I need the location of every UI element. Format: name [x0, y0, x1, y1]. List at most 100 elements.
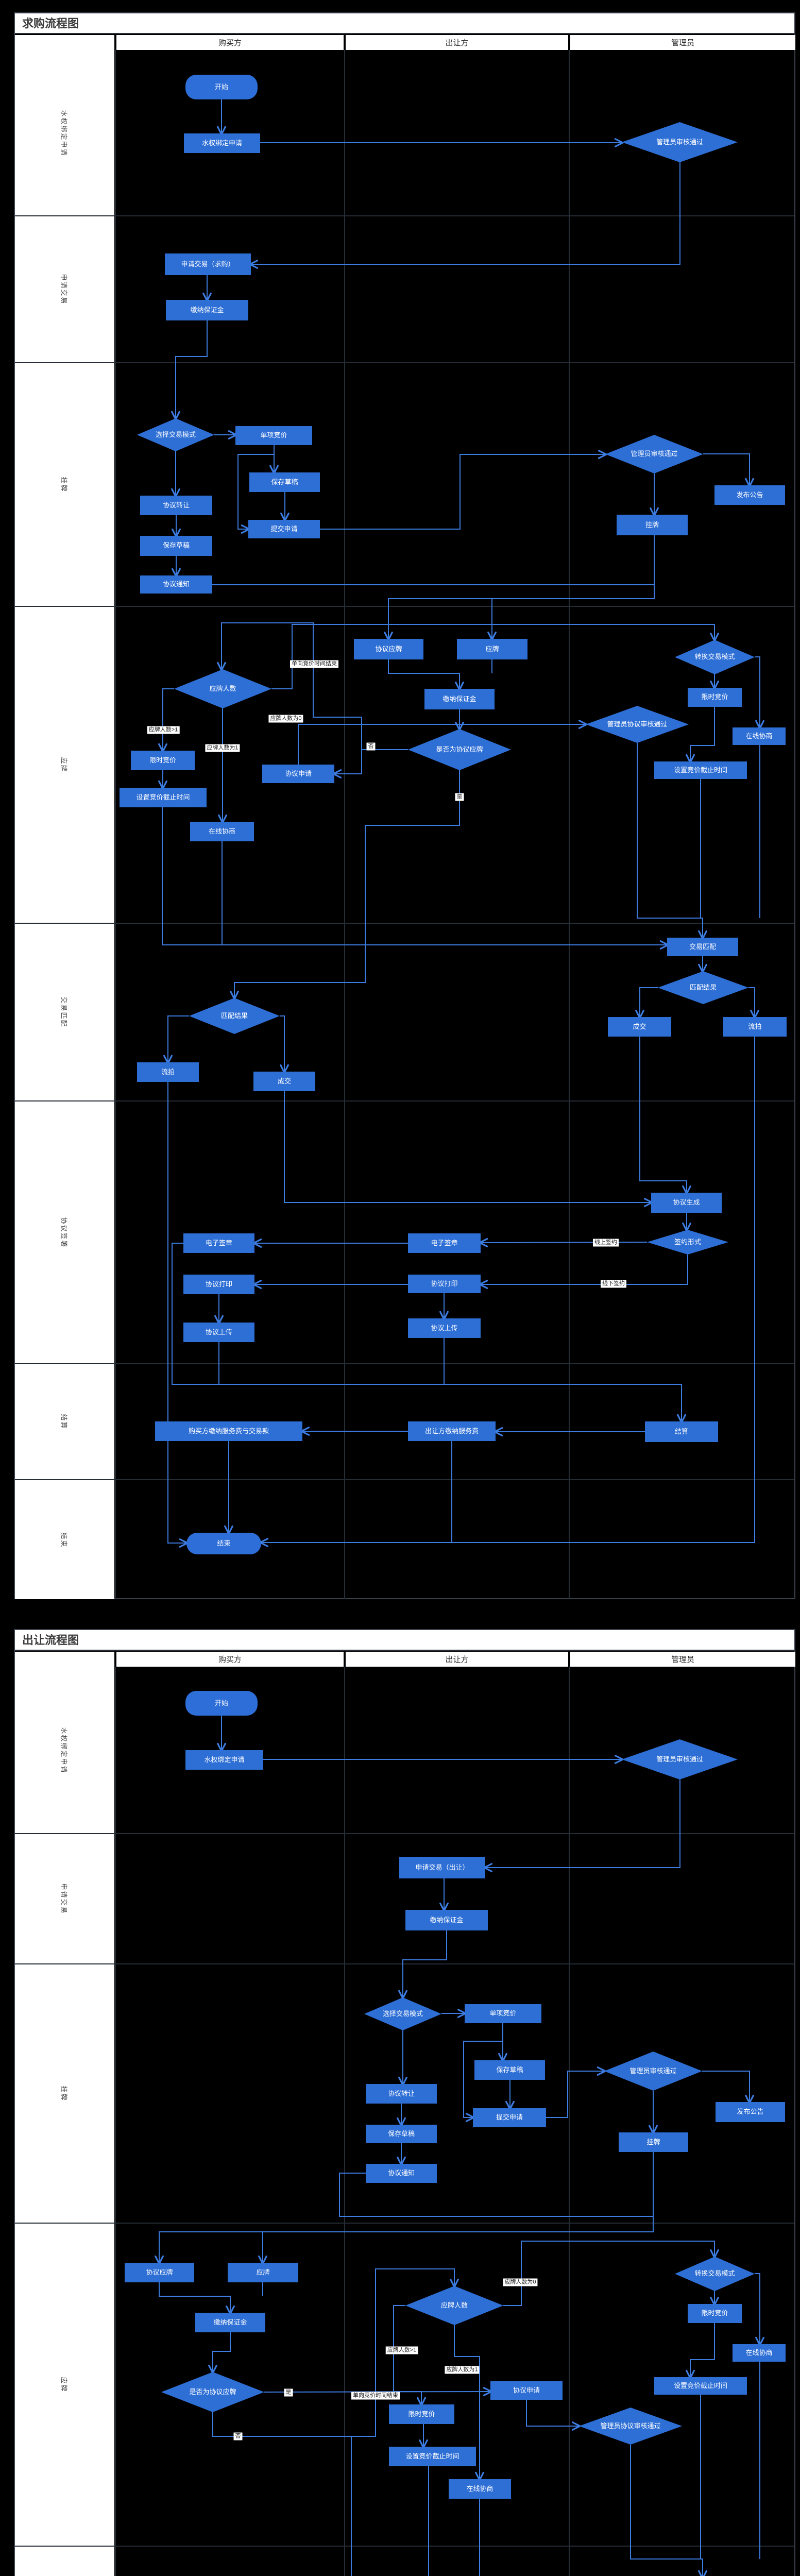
- qiugou-node-respond: 应牌: [457, 639, 527, 659]
- node-label: 选择交易模式: [382, 2009, 423, 2018]
- node-label: 应牌人数: [209, 684, 236, 692]
- node-label: 应牌: [485, 645, 499, 653]
- churang-node-negotiate-l: 在线协商: [449, 2479, 511, 2499]
- node-label: 申请交易（求购）: [181, 260, 235, 268]
- lane-divider: [15, 1363, 794, 1364]
- churang-node-single-bid: 单项竞价: [465, 2004, 541, 2023]
- node-label: 在线协商: [745, 2348, 773, 2357]
- node-label: 缴纳保证金: [430, 1916, 464, 1924]
- node-label: 协议通知: [387, 2169, 415, 2177]
- qiugou-flowchart: 求购流程图 购买方 出让方 管理员 水权绑定申请 申请交易 挂牌 应牌 交易匹配 协议签署 结算 结束…: [14, 12, 795, 1599]
- qiugou-node-negotiate-l: 在线协商: [190, 822, 254, 841]
- flow-edge: [234, 770, 460, 998]
- node-label: 电子签章: [431, 1239, 458, 1247]
- lane-divider: [15, 1100, 794, 1101]
- node-label: 协议转让: [387, 2089, 415, 2097]
- node-label: 限时竞价: [149, 756, 176, 764]
- column-header-出让方: 出让方: [346, 1652, 568, 1667]
- column-divider: [344, 1667, 345, 2576]
- node-label: 成交: [277, 1077, 291, 1085]
- node-label: 协议上传: [205, 1328, 232, 1336]
- churang-title: 出让流程图: [15, 1630, 794, 1651]
- qiugou-node-water-right-bind: 水权绑定申请: [184, 133, 260, 153]
- node-label: 管理员协议审核通过: [607, 720, 668, 728]
- churang-node-save-draft-l: 保存草稿: [366, 2125, 437, 2143]
- flow-edge: [503, 2241, 714, 2306]
- node-label: 流拍: [161, 1067, 175, 1076]
- edge-label-应牌人数>1: 应牌人数>1: [385, 2346, 418, 2354]
- flow-edge: [320, 454, 605, 530]
- qiugou-node-save-draft-r: 保存草稿: [249, 472, 320, 492]
- flow-edge: [212, 2268, 454, 2437]
- node-label: 提交申请: [270, 524, 298, 533]
- flow-edge: [271, 624, 714, 689]
- lane-divider: [15, 1479, 794, 1480]
- node-label: 在线协商: [208, 827, 235, 835]
- node-label: 出让方缴纳服务费: [424, 1427, 479, 1435]
- flow-edge: [454, 2325, 480, 2479]
- flow-edge: [222, 622, 362, 750]
- flow-edge: [162, 807, 667, 945]
- qiugou-node-deal-r: 成交: [608, 1017, 671, 1037]
- qiugou-node-deal-l: 成交: [253, 1072, 315, 1091]
- edge-label-否: 否: [233, 2432, 243, 2441]
- node-label: 缴纳保证金: [190, 306, 224, 314]
- flow-edge: [546, 2071, 604, 2118]
- flow-edge: [159, 2152, 654, 2263]
- churang-node-proto-apply: 协议申请: [490, 2381, 563, 2400]
- edge-label-是: 是: [455, 793, 464, 801]
- flow-edge: [280, 1015, 284, 1072]
- lane-label-column: [15, 1667, 114, 2576]
- edge-label-应牌人数为1: 应牌人数为1: [205, 744, 240, 752]
- qiugou-node-trade-match: 交易匹配: [667, 938, 738, 956]
- flow-edge: [388, 659, 459, 689]
- node-label: 设置竞价截止时间: [405, 2452, 459, 2460]
- qiugou-node-esign-buyer: 电子签章: [183, 1233, 254, 1253]
- flow-edge: [690, 707, 715, 761]
- churang-node-start: 开始: [185, 1691, 258, 1716]
- node-label: 协议通知: [162, 580, 190, 588]
- qiugou-node-single-bid: 单项竞价: [235, 426, 312, 445]
- node-label: 流拍: [748, 1022, 762, 1030]
- node-label: 匹配结果: [220, 1011, 248, 1020]
- churang-node-set-deadline-r: 设置竞价截止时间: [654, 2377, 747, 2395]
- churang-node-water-right-bind: 水权绑定申请: [185, 1750, 263, 1770]
- node-label: 设置竞价截止时间: [673, 2381, 727, 2389]
- flow-edge: [403, 1930, 447, 1997]
- node-label: 协议打印: [431, 1279, 458, 1287]
- qiugou-node-seller-pay: 出让方缴纳服务费: [408, 1421, 496, 1441]
- flow-edge: [690, 2323, 715, 2377]
- lane-divider: [15, 1963, 794, 1964]
- node-label: 应牌人数: [440, 2301, 468, 2309]
- node-label: 在线协商: [745, 732, 773, 740]
- qiugou-node-proto-apply: 协议申请: [262, 765, 334, 783]
- node-label: 结算: [674, 1427, 688, 1435]
- node-label: 协议应牌: [146, 2268, 173, 2276]
- qiugou-title: 求购流程图: [15, 13, 794, 34]
- churang-node-timed-bid-l: 限时竞价: [389, 2404, 454, 2424]
- node-label: 应牌: [256, 2268, 270, 2276]
- edge-label-线下签约: 线下签约: [601, 1280, 626, 1288]
- node-label: 协议申请: [284, 769, 312, 777]
- node-label: 协议应牌: [375, 645, 402, 653]
- churang-node-proto-notice: 协议通知: [366, 2164, 437, 2183]
- node-label: 管理员审核通过: [631, 450, 678, 458]
- edge-label-线上签约: 线上签约: [593, 1239, 619, 1247]
- node-label: 管理员审核通过: [656, 138, 703, 146]
- node-label: 设置竞价截止时间: [673, 766, 727, 774]
- lane-label-column: [15, 50, 114, 1599]
- flow-edge: [339, 2173, 653, 2217]
- flow-edge: [351, 2436, 352, 2576]
- lane-divider: [15, 1833, 794, 1834]
- node-label: 电子签章: [205, 1239, 232, 1247]
- node-label: 协议转让: [162, 501, 190, 509]
- node-label: 协议上传: [431, 1324, 458, 1332]
- flow-edge: [703, 453, 750, 485]
- flow-edge: [702, 2071, 750, 2102]
- edge-label-应牌人数为1: 应牌人数为1: [445, 2366, 480, 2374]
- churang-node-apply-trade: 申请交易（出让）: [399, 1857, 485, 1878]
- qiugou-node-proto-generate: 协议生成: [651, 1193, 722, 1213]
- flow-edge: [167, 1082, 186, 1543]
- qiugou-node-set-deadline-l: 设置竞价截止时间: [120, 788, 207, 807]
- qiugou-node-print-seller: 协议打印: [408, 1275, 481, 1293]
